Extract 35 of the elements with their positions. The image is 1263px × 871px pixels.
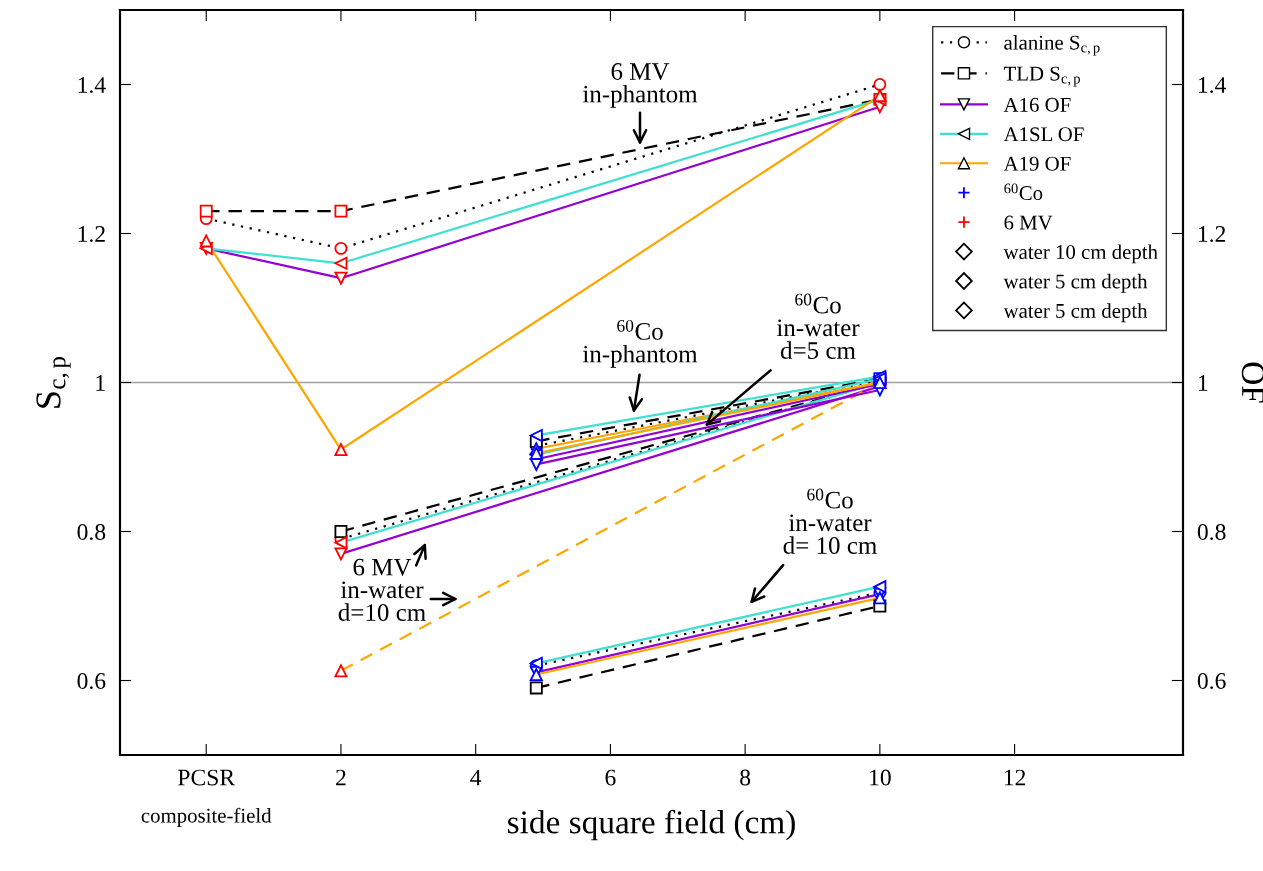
legend-label: water 5 cm depth: [1003, 303, 1148, 323]
y-tick-label: 0.6: [77, 672, 106, 690]
y-tick-label: 1: [96, 375, 105, 391]
y2-tick-label: 1: [1198, 375, 1208, 391]
legend-label: A16 OF: [1003, 97, 1071, 112]
y2-tick-label: 1.2: [1198, 226, 1226, 243]
annotation: $^{60}$Co in-water d= 10 cm: [783, 488, 877, 554]
x-tick-label: 10: [870, 769, 891, 786]
y2-tick-label: 1.4: [1198, 77, 1227, 94]
legend-label: A19 OF: [1003, 156, 1071, 171]
x-tick-label: 12: [1004, 769, 1026, 786]
legend-label: TLD S$_{c,p}$: [1003, 66, 1080, 87]
x-tick-label: 6: [605, 769, 616, 786]
annotation: 6 MV in-phantom: [582, 63, 698, 108]
annotation: 6 MV in-water d=10 cm: [338, 558, 426, 621]
y-tick-label: 0.8: [77, 523, 106, 541]
y2-tick-label: 0.8: [1197, 523, 1226, 541]
x-tick-label: PCSR: [178, 769, 236, 786]
annotation: $^{60}$Co in-water d=5 cm: [776, 293, 860, 359]
x-tick-label: 2: [336, 769, 346, 786]
x-axis-title: side square field (cm): [508, 809, 795, 841]
legend-label: alanine S$_{c,p}$: [1004, 35, 1100, 56]
legend-label: 6 MV: [1004, 215, 1053, 230]
x-tick-label: 4: [470, 769, 482, 786]
legend-label: $^{60}$Co: [1004, 183, 1043, 201]
y-axis-title: S$_{c,p}$: [36, 356, 71, 408]
legend-label: A1SL OF: [1003, 127, 1084, 142]
annotation: $^{60}$Co in-phantom: [582, 319, 698, 368]
text: composite-field: [141, 807, 272, 827]
y-tick-label: 1.4: [78, 77, 106, 94]
y2-tick-label: 0.6: [1197, 672, 1226, 690]
legend-label: water 10 cm depth: [1003, 244, 1158, 264]
x-tick-label: 8: [740, 769, 751, 786]
legend-label: water 5 cm depth: [1003, 273, 1148, 293]
y-tick-label: 1.2: [78, 226, 105, 243]
